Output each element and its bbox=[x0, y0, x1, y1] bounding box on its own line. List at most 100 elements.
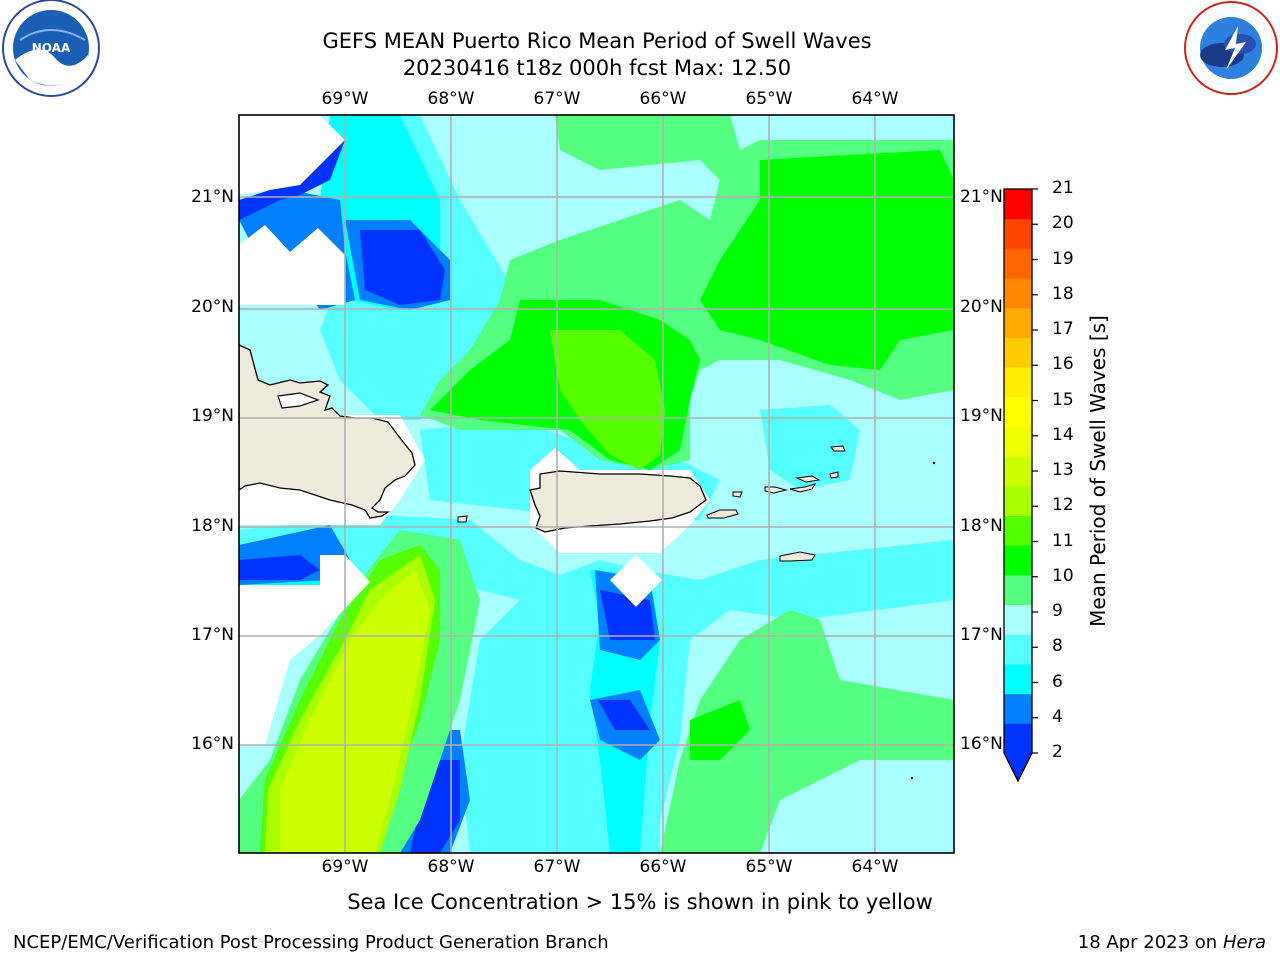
map-frame bbox=[238, 114, 955, 854]
lon-label-bottom: 64°W bbox=[851, 857, 899, 877]
chart-subtitle: 20230416 t18z 000h fcst Max: 12.50 bbox=[402, 56, 792, 80]
colorbar-bin bbox=[1004, 693, 1032, 724]
colorbar-tick-label: 12 bbox=[1052, 495, 1074, 516]
colorbar-bin bbox=[1004, 515, 1032, 546]
colorbar-bin bbox=[1004, 307, 1032, 338]
land-tortola bbox=[795, 475, 821, 483]
lon-label-top: 65°W bbox=[745, 89, 793, 109]
land-puerto-rico bbox=[529, 470, 707, 533]
lon-label-top: 69°W bbox=[321, 89, 369, 109]
colorbar-bin bbox=[1004, 248, 1032, 279]
lat-label-right: 16°N bbox=[960, 734, 1003, 754]
lat-label-right: 20°N bbox=[960, 297, 1003, 317]
land-anegada bbox=[830, 445, 846, 452]
lat-label-left: 19°N bbox=[191, 406, 234, 426]
lat-label-right: 18°N bbox=[960, 516, 1003, 536]
colorbar-tick-label: 10 bbox=[1052, 565, 1074, 586]
colorbar-bin bbox=[1004, 574, 1032, 606]
colorbar-tick-label: 2 bbox=[1052, 742, 1063, 762]
map-grid bbox=[239, 115, 954, 853]
lat-label-right: 19°N bbox=[960, 406, 1003, 426]
lat-label-left: 17°N bbox=[191, 625, 234, 645]
colorbar-tick-label: 4 bbox=[1052, 706, 1063, 727]
colorbar-bin bbox=[1004, 604, 1032, 635]
colorbar-bin bbox=[1004, 337, 1032, 368]
field-11-12-center bbox=[550, 330, 665, 470]
footer-date-text: 18 Apr 2023 on bbox=[1077, 932, 1223, 953]
colorbar-bin bbox=[1004, 189, 1032, 220]
colorbar-tick-label: 9 bbox=[1052, 601, 1063, 621]
colorbar-bin bbox=[1004, 723, 1032, 754]
chart-title: GEFS MEAN Puerto Rico Mean Period of Swe… bbox=[322, 29, 872, 53]
field-10-11-ne bbox=[700, 150, 954, 370]
colorbar-bin bbox=[1004, 456, 1032, 487]
colorbar-bin bbox=[1004, 485, 1032, 517]
lon-label-top: 64°W bbox=[851, 89, 899, 109]
colorbar-bin bbox=[1004, 367, 1032, 398]
footer-branch: NCEP/EMC/Verification Post Processing Pr… bbox=[13, 932, 609, 953]
mask-south-diamond bbox=[610, 555, 662, 607]
colorbar bbox=[1003, 188, 1038, 783]
colorbar-tick-label: 11 bbox=[1052, 530, 1074, 551]
land-sombrero bbox=[932, 461, 936, 465]
colorbar-tick-label: 15 bbox=[1052, 389, 1074, 410]
colorbar-bin bbox=[1004, 545, 1032, 576]
colorbar-bin bbox=[1004, 278, 1032, 309]
colorbar-tick-label: 20 bbox=[1052, 213, 1074, 234]
lat-label-right: 17°N bbox=[960, 625, 1003, 645]
land-st-thomas bbox=[764, 486, 788, 494]
field-lt2-channel bbox=[600, 590, 655, 640]
land-virgin-gorda bbox=[829, 471, 839, 479]
land-mona bbox=[457, 515, 468, 523]
field-lt2-sw bbox=[410, 760, 460, 853]
land-hispaniola bbox=[239, 344, 416, 519]
colorbar-tick-label: 13 bbox=[1052, 460, 1074, 480]
field-lt2-south bbox=[598, 700, 650, 730]
field-6-8-east bbox=[760, 405, 860, 490]
land-st-john bbox=[789, 483, 817, 493]
land-gonave bbox=[277, 392, 320, 409]
land-culebra bbox=[732, 491, 743, 498]
land-st-croix bbox=[779, 551, 816, 562]
field-9-10-south bbox=[660, 610, 954, 853]
colorbar-tick-label: 21 bbox=[1052, 178, 1074, 198]
sea-ice-caption: Sea Ice Concentration > 15% is shown in … bbox=[347, 890, 933, 914]
colorbar-tick-label: 8 bbox=[1052, 636, 1063, 657]
colorbar-tick-label: 18 bbox=[1052, 283, 1074, 304]
lat-label-left: 20°N bbox=[191, 297, 234, 317]
colorbar-bin bbox=[1004, 396, 1032, 427]
colorbar-title: Mean Period of Swell Waves [s] bbox=[1086, 315, 1110, 627]
mask-nw1 bbox=[239, 115, 345, 195]
lon-label-bottom: 66°W bbox=[639, 857, 687, 877]
colorbar-tick-label: 17 bbox=[1052, 319, 1074, 339]
lon-label-bottom: 65°W bbox=[745, 857, 793, 877]
colorbar-tick-label: 16 bbox=[1052, 354, 1074, 375]
land-vieques bbox=[706, 509, 739, 519]
mask-southwest bbox=[239, 555, 370, 745]
lat-label-left: 16°N bbox=[191, 734, 234, 754]
footer-host: Hera bbox=[1222, 932, 1266, 953]
colorbar-bin bbox=[1004, 634, 1032, 665]
field-12-13-core bbox=[280, 570, 430, 853]
lat-label-right: 21°N bbox=[960, 187, 1003, 207]
colorbar-extend-arrow bbox=[1004, 753, 1032, 781]
lon-label-top: 67°W bbox=[533, 89, 581, 109]
colorbar-bin bbox=[1004, 426, 1032, 457]
lon-label-bottom: 69°W bbox=[321, 857, 369, 877]
field-lt2-w bbox=[239, 555, 320, 580]
footer-date: 18 Apr 2023 on Hera bbox=[1078, 932, 1266, 953]
lon-label-top: 68°W bbox=[427, 89, 475, 109]
colorbar-tick-label: 14 bbox=[1052, 424, 1074, 445]
lon-label-bottom: 68°W bbox=[427, 857, 475, 877]
field-lt2-nw2 bbox=[360, 230, 445, 305]
mask-nw2 bbox=[239, 225, 345, 305]
lon-label-bottom: 67°W bbox=[533, 857, 581, 877]
lon-label-top: 66°W bbox=[639, 89, 687, 109]
colorbar-tick-label: 19 bbox=[1052, 248, 1074, 269]
colorbar-bin bbox=[1004, 663, 1032, 695]
colorbar-frame bbox=[1003, 188, 1033, 783]
lat-label-left: 21°N bbox=[191, 187, 234, 207]
colorbar-tick-label: 6 bbox=[1052, 671, 1063, 692]
noaa-logo-text: NOAA bbox=[31, 41, 71, 55]
